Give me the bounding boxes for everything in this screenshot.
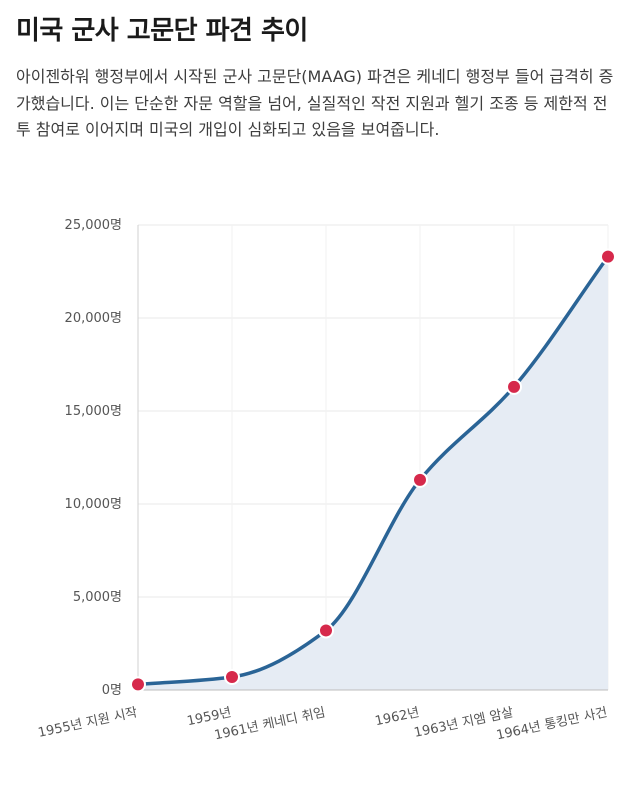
- data-point: [600, 248, 616, 265]
- y-tick-label: 10,000명: [65, 497, 122, 512]
- y-tick-label: 15,000명: [65, 404, 122, 419]
- x-tick-label: 1955년 지원 시작: [37, 705, 139, 741]
- y-tick-label: 20,000명: [65, 311, 122, 326]
- series-area: [138, 256, 608, 690]
- data-point: [318, 622, 334, 639]
- y-tick-label: 25,000명: [65, 218, 122, 233]
- y-tick-label: 5,000명: [73, 590, 122, 605]
- data-point: [130, 676, 146, 693]
- chart-description: 아이젠하워 행정부에서 시작된 군사 고문단(MAAG) 파견은 케네디 행정부…: [16, 67, 614, 139]
- data-point: [412, 471, 428, 488]
- data-point: [506, 378, 522, 395]
- y-tick-label: 0명: [102, 683, 122, 698]
- data-point: [224, 668, 240, 685]
- chart-title: 미국 군사 고문단 파견 추이: [16, 16, 308, 46]
